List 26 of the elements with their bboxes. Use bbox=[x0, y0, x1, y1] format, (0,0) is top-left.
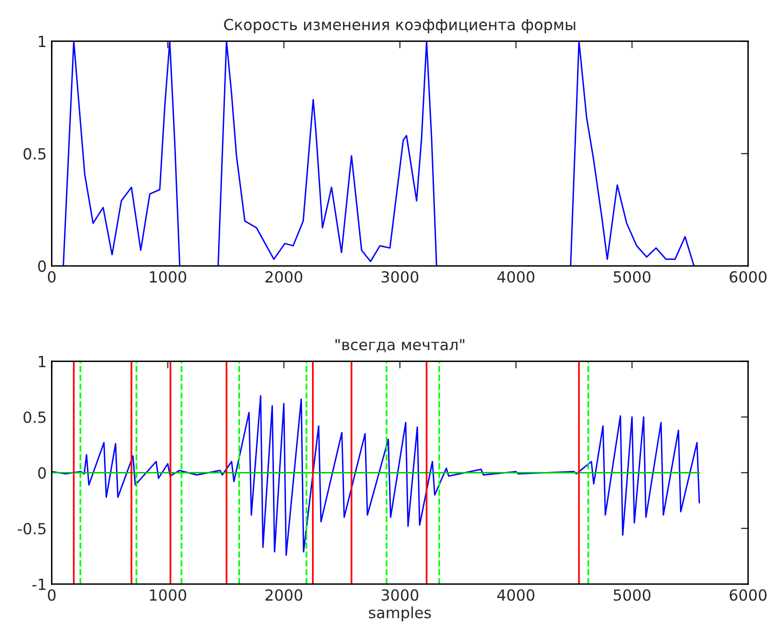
x-tick-label: 3000 bbox=[382, 271, 418, 283]
y-tick-label: 0.5 bbox=[24, 411, 46, 424]
chart-title: Скорость изменения коэффициента формы bbox=[224, 18, 576, 34]
x-tick-label: 1000 bbox=[150, 589, 186, 601]
x-tick-label: 2000 bbox=[266, 271, 302, 283]
x-tick-label: 3000 bbox=[382, 589, 418, 601]
y-tick-label: 0 bbox=[38, 260, 46, 272]
y-tick-label: -1 bbox=[32, 578, 46, 590]
x-axis-title: samples bbox=[368, 606, 431, 622]
y-tick-label: 0 bbox=[38, 467, 46, 479]
x-tick-label: 5000 bbox=[614, 271, 650, 283]
x-tick-label: 6000 bbox=[730, 271, 766, 283]
x-tick-label: 4000 bbox=[497, 271, 534, 283]
x-tick-label: 0 bbox=[48, 589, 56, 601]
y-tick-label: -0.5 bbox=[18, 522, 46, 534]
x-tick-label: 4000 bbox=[497, 589, 534, 601]
line-series bbox=[52, 395, 700, 556]
y-tick-label: 1 bbox=[38, 36, 46, 48]
x-tick-label: 2000 bbox=[266, 589, 302, 601]
x-tick-label: 0 bbox=[48, 271, 56, 283]
chart-title: "всегда мечтал" bbox=[336, 339, 464, 352]
x-tick-label: 5000 bbox=[614, 589, 650, 601]
y-tick-label: 1 bbox=[38, 356, 46, 368]
x-tick-label: 6000 bbox=[730, 589, 766, 601]
y-tick-label: 0.5 bbox=[24, 148, 46, 160]
x-tick-label: 1000 bbox=[150, 271, 186, 283]
